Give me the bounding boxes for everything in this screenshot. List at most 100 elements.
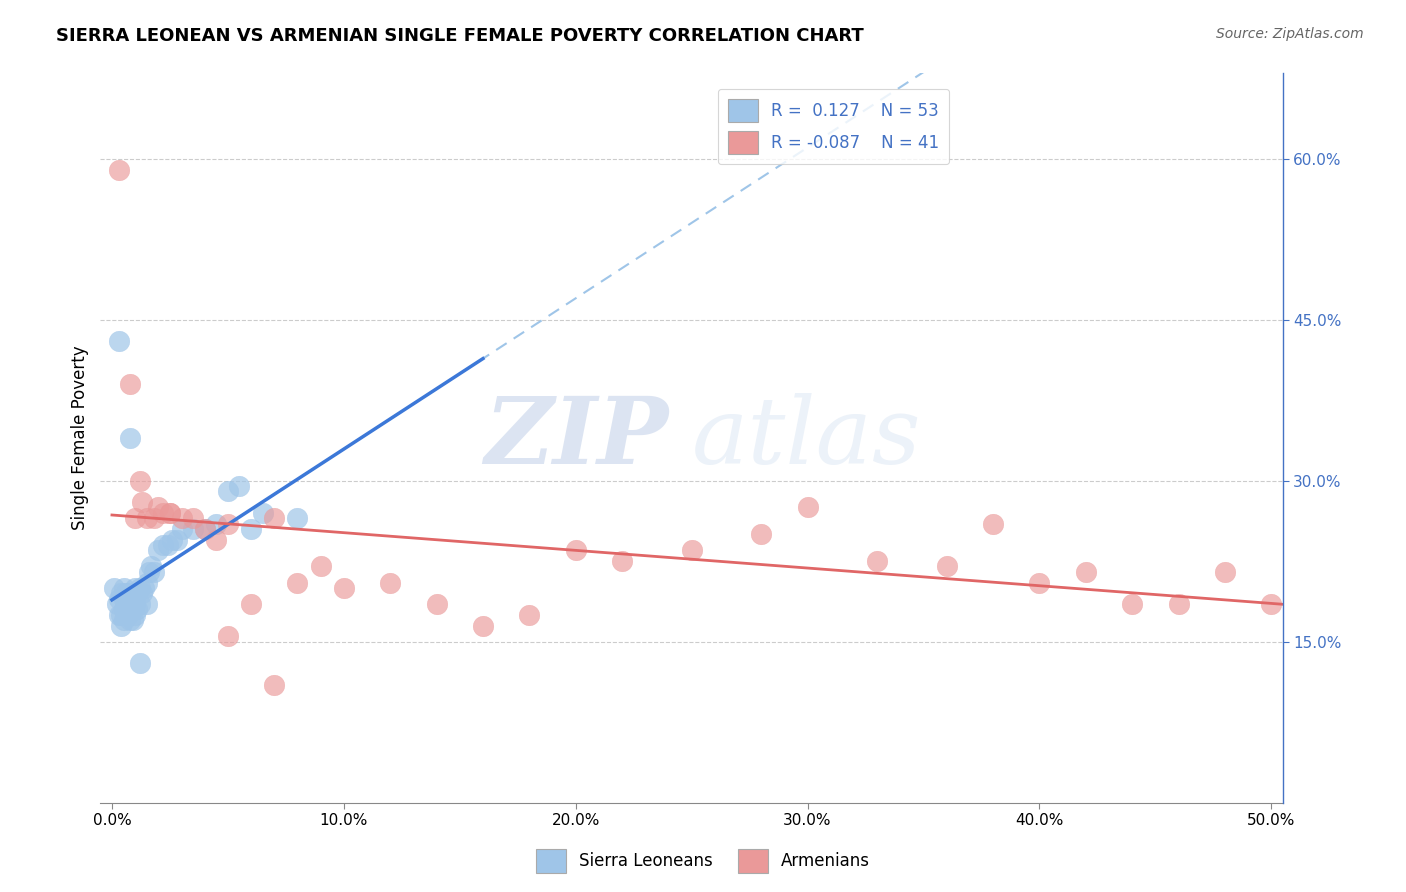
Legend: Sierra Leoneans, Armenians: Sierra Leoneans, Armenians — [529, 842, 877, 880]
Point — [263, 511, 285, 525]
Point — [108, 591, 131, 606]
Point — [287, 575, 309, 590]
Y-axis label: Single Female Poverty: Single Female Poverty — [72, 345, 89, 530]
Point — [866, 554, 889, 568]
Point — [135, 575, 157, 590]
Point — [681, 543, 703, 558]
Point — [263, 677, 285, 691]
Point — [141, 559, 163, 574]
Point — [1213, 565, 1236, 579]
Point — [128, 474, 150, 488]
Point — [152, 506, 174, 520]
Point — [110, 586, 132, 600]
Point — [309, 559, 332, 574]
Point — [108, 162, 131, 177]
Point — [152, 538, 174, 552]
Point — [142, 565, 165, 579]
Point — [115, 607, 138, 622]
Point — [112, 613, 135, 627]
Point — [935, 559, 957, 574]
Point — [148, 500, 170, 515]
Point — [128, 581, 150, 595]
Point — [124, 597, 146, 611]
Legend: R =  0.127    N = 53, R = -0.087    N = 41: R = 0.127 N = 53, R = -0.087 N = 41 — [718, 88, 949, 164]
Point — [160, 533, 183, 547]
Point — [1028, 575, 1050, 590]
Point — [228, 479, 250, 493]
Text: Source: ZipAtlas.com: Source: ZipAtlas.com — [1216, 27, 1364, 41]
Point — [142, 511, 165, 525]
Point — [108, 334, 131, 349]
Point — [103, 581, 125, 595]
Point — [159, 506, 181, 520]
Point — [110, 607, 132, 622]
Point — [124, 607, 146, 622]
Point — [134, 581, 156, 595]
Point — [121, 591, 143, 606]
Point — [120, 431, 142, 445]
Point — [105, 597, 128, 611]
Point — [115, 586, 138, 600]
Point — [131, 586, 153, 600]
Point — [110, 618, 132, 632]
Point — [333, 581, 356, 595]
Point — [135, 511, 157, 525]
Point — [287, 511, 309, 525]
Point — [252, 506, 274, 520]
Point — [1260, 597, 1282, 611]
Point — [156, 538, 179, 552]
Point — [205, 533, 228, 547]
Point — [121, 613, 143, 627]
Point — [138, 565, 160, 579]
Point — [194, 522, 217, 536]
Point — [181, 511, 204, 525]
Point — [120, 377, 142, 392]
Text: ZIP: ZIP — [484, 392, 668, 483]
Point — [121, 602, 143, 616]
Point — [240, 522, 263, 536]
Point — [796, 500, 818, 515]
Text: atlas: atlas — [692, 392, 921, 483]
Point — [117, 597, 139, 611]
Point — [217, 484, 239, 499]
Point — [380, 575, 402, 590]
Point — [117, 607, 139, 622]
Point — [112, 581, 135, 595]
Point — [205, 516, 228, 531]
Point — [1167, 597, 1189, 611]
Point — [517, 607, 540, 622]
Point — [128, 656, 150, 670]
Point — [471, 618, 494, 632]
Point — [127, 602, 149, 616]
Point — [128, 597, 150, 611]
Point — [124, 581, 146, 595]
Point — [610, 554, 633, 568]
Point — [181, 522, 204, 536]
Point — [425, 597, 447, 611]
Point — [108, 607, 131, 622]
Point — [1121, 597, 1143, 611]
Point — [981, 516, 1004, 531]
Point — [564, 543, 586, 558]
Point — [159, 506, 181, 520]
Point — [217, 629, 239, 643]
Point — [120, 613, 142, 627]
Point — [240, 597, 263, 611]
Point — [112, 602, 135, 616]
Text: SIERRA LEONEAN VS ARMENIAN SINGLE FEMALE POVERTY CORRELATION CHART: SIERRA LEONEAN VS ARMENIAN SINGLE FEMALE… — [56, 27, 865, 45]
Point — [135, 597, 157, 611]
Point — [115, 597, 138, 611]
Point — [131, 495, 153, 509]
Point — [148, 543, 170, 558]
Point — [749, 527, 772, 541]
Point — [112, 591, 135, 606]
Point — [170, 522, 193, 536]
Point — [217, 516, 239, 531]
Point — [1074, 565, 1097, 579]
Point — [120, 597, 142, 611]
Point — [117, 586, 139, 600]
Point — [124, 511, 146, 525]
Point — [127, 586, 149, 600]
Point — [166, 533, 188, 547]
Point — [170, 511, 193, 525]
